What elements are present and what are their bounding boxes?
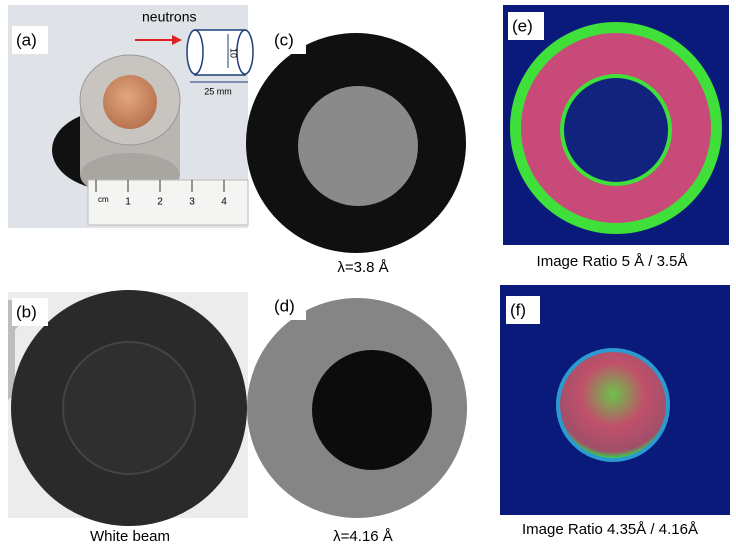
page: cm 1 2 3 4 (a) neutrons 10 25 mm (c) λ=3… [0,0,736,548]
caption: Image Ratio 5 Å / 3.5Å [537,253,688,270]
panel-label: (b) [16,302,37,321]
caption: λ=3.8 Å [337,259,388,276]
ratio-disc [560,352,666,458]
height-label: 10 [229,48,239,58]
panel-c: (c) λ=3.8 Å [246,26,466,276]
hole [564,78,668,182]
panel-label: (e) [512,16,533,35]
figure: cm 1 2 3 4 (a) neutrons 10 25 mm (c) λ=3… [0,0,736,548]
copper-disc [103,75,157,129]
inner-disc [298,86,418,206]
ruler-mark: 1 [125,197,131,208]
panel-d: (d) λ=4.16 Å [247,292,467,545]
panel-b: (b) White beam [8,290,248,545]
ruler-mark: 2 [157,197,163,208]
ruler-mark: 3 [189,197,195,208]
diameter-label: 25 mm [204,86,232,96]
caption: White beam [90,528,170,545]
ruler-mark: 4 [221,197,227,208]
panel-label: (f) [510,300,526,319]
inner-disc [312,350,432,470]
cylinder-sketch [187,30,253,75]
caption: λ=4.16 Å [333,528,393,545]
inner-disc [63,342,195,474]
panel-a: cm 1 2 3 4 (a) neutrons 10 25 mm [8,5,253,228]
beam-label: neutrons [142,9,196,25]
panel-label: (d) [274,296,295,315]
panel-label: (c) [274,30,294,49]
panel-e: (e) Image Ratio 5 Å / 3.5Å [503,5,729,270]
caption: Image Ratio 4.35Å / 4.16Å [522,521,698,538]
panel-label: (a) [16,30,37,49]
ruler-unit: cm [98,195,109,204]
panel-f: (f) Image Ratio 4.35Å / 4.16Å [500,285,730,538]
